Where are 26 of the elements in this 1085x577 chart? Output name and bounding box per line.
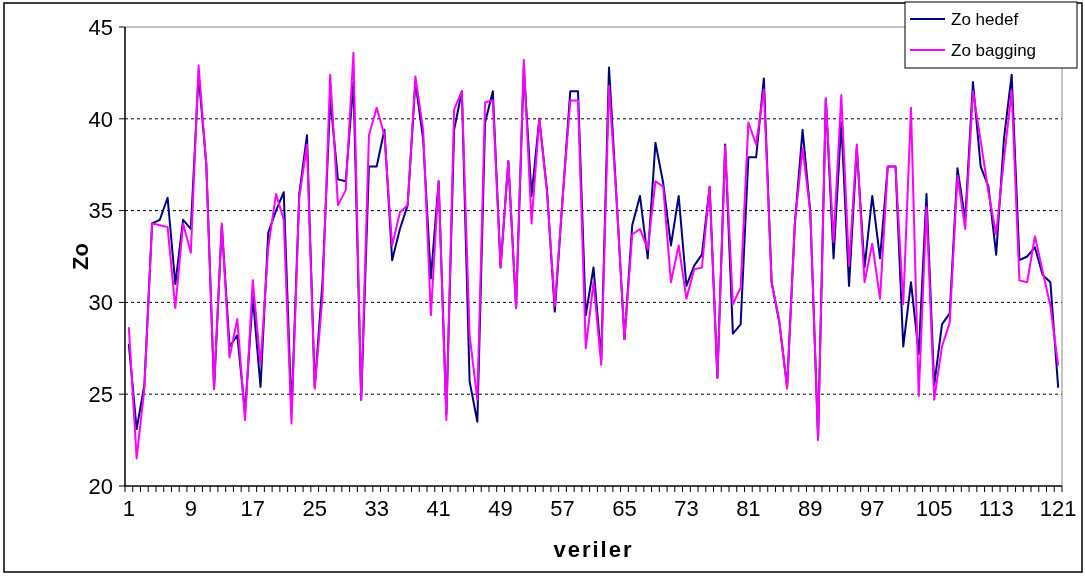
x-tick-label: 17 (240, 496, 266, 521)
x-axis-title: veriler (553, 537, 634, 562)
y-tick-label: 25 (88, 381, 113, 407)
y-tick-label: 30 (88, 290, 113, 316)
x-tick-label: 57 (550, 496, 575, 521)
y-tick-label: 45 (88, 14, 113, 40)
x-tick-label: 89 (798, 496, 823, 521)
x-tick-label: 73 (674, 496, 699, 521)
y-tick-label: 20 (88, 473, 113, 499)
x-tick-label: 1 (122, 496, 135, 521)
y-axis-title: Zo (68, 243, 93, 270)
x-tick-label: 33 (364, 496, 389, 521)
x-tick-label: 105 (915, 496, 953, 521)
x-tick-label: 65 (612, 496, 637, 521)
x-tick-label: 9 (184, 496, 197, 521)
y-tick-label: 40 (88, 106, 113, 132)
x-tick-label: 113 (978, 496, 1014, 521)
x-tick-label: 49 (488, 496, 513, 521)
x-tick-label: 41 (426, 496, 451, 521)
x-tick-label: 97 (860, 496, 885, 521)
x-tick-label: 25 (302, 496, 327, 521)
x-tick-label: 81 (736, 496, 761, 521)
y-tick-label: 35 (88, 198, 113, 224)
legend-label: Zo bagging (951, 40, 1037, 60)
x-tick-label: 121 (1039, 496, 1077, 521)
legend-label: Zo hedef (951, 9, 1019, 29)
